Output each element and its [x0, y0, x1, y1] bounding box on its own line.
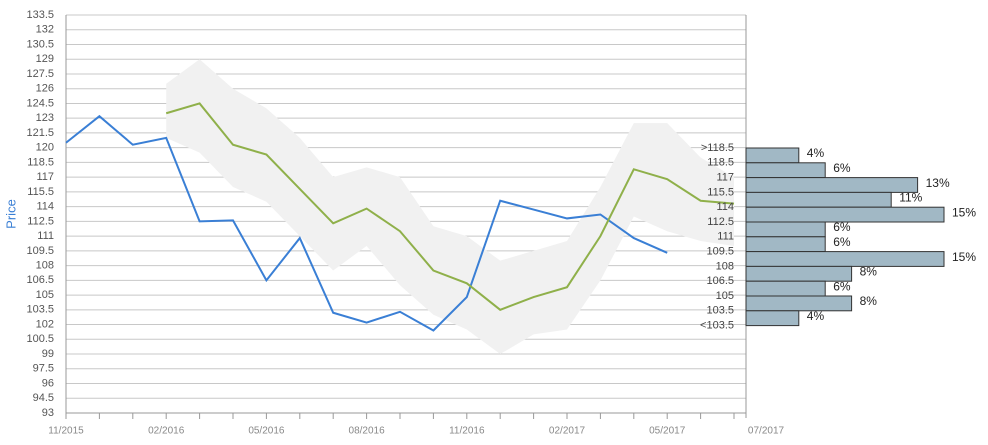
y-tick-label: 97.5 — [33, 363, 54, 375]
y-tick-label: 130.5 — [26, 38, 54, 50]
y-tick-label: 112.5 — [27, 215, 54, 227]
x-tick-label: 02/2017 — [549, 426, 586, 437]
x-tick-label: 11/2016 — [449, 426, 485, 437]
histogram-bar — [745, 191, 892, 208]
histogram-bar — [745, 206, 945, 223]
value-label: 6% — [833, 220, 851, 234]
value-label: 4% — [807, 146, 825, 160]
value-label: 13% — [926, 176, 950, 190]
bin-label: 108 — [716, 260, 734, 272]
x-tick-label: 07/2017 — [748, 426, 785, 437]
y-tick-label: 117 — [36, 171, 54, 183]
x-tick-label: 02/2016 — [148, 426, 185, 437]
bin-label: 118.5 — [707, 157, 734, 169]
bin-label: 106.5 — [706, 275, 734, 287]
y-tick-label: 133.5 — [26, 9, 54, 21]
value-label: 6% — [833, 235, 851, 249]
y-tick-label: 105 — [36, 289, 54, 301]
y-tick-label: 106.5 — [26, 274, 54, 286]
y-tick-label: 132 — [36, 24, 54, 36]
y-tick-label: 96 — [42, 377, 54, 389]
value-label: 6% — [833, 161, 851, 175]
bin-label: <103.5 — [700, 320, 734, 332]
y-tick-label: 120 — [36, 142, 54, 154]
histogram-bar — [745, 162, 826, 179]
value-label: 6% — [833, 279, 851, 293]
y-tick-label: 103.5 — [26, 304, 54, 316]
x-tick-label: 11/2015 — [48, 426, 84, 437]
bin-label: 112.5 — [707, 216, 734, 228]
x-tick-label: 05/2017 — [649, 426, 686, 437]
y-tick-label: 108 — [36, 259, 54, 271]
y-tick-label: 99 — [42, 348, 54, 360]
y-tick-label: 124.5 — [26, 97, 54, 109]
x-tick-label: 05/2016 — [248, 426, 285, 437]
y-tick-label: 102 — [36, 318, 54, 330]
value-label: 15% — [952, 250, 976, 264]
value-label: 8% — [860, 294, 878, 308]
bin-label: 111 — [717, 231, 734, 243]
value-label: 4% — [807, 309, 825, 323]
histogram-bar — [745, 310, 800, 327]
y-tick-label: 129 — [36, 53, 54, 65]
bin-label: 115.5 — [707, 186, 734, 198]
histogram-bar — [745, 236, 826, 253]
value-label: 15% — [952, 205, 976, 219]
y-tick-label: 115.5 — [27, 186, 54, 198]
histogram-bar — [745, 147, 800, 164]
y-tick-label: 100.5 — [26, 333, 54, 345]
histogram-bar — [745, 280, 826, 297]
bin-label: 117 — [716, 172, 734, 184]
bin-label: 109.5 — [706, 246, 734, 258]
y-tick-label: 94.5 — [33, 392, 54, 404]
y-tick-label: 123 — [36, 112, 54, 124]
y-tick-label: 111 — [37, 230, 54, 242]
x-tick-label: 08/2016 — [349, 426, 386, 437]
value-label: 8% — [860, 265, 878, 279]
y-tick-label: 127.5 — [26, 68, 54, 80]
price-line — [165, 102, 735, 311]
y-axis-label: Price — [3, 199, 18, 229]
bin-label: 105 — [716, 290, 734, 302]
y-tick-label: 118.5 — [27, 156, 54, 168]
histogram-bar — [745, 177, 919, 193]
price-line — [65, 114, 668, 332]
value-label: 11% — [899, 191, 922, 205]
histogram-bar — [745, 251, 945, 267]
histogram-bar — [745, 295, 853, 312]
bin-label: >118.5 — [701, 142, 734, 154]
bin-label: 103.5 — [706, 305, 734, 317]
forecast-band — [166, 59, 734, 355]
histogram-bar — [745, 221, 826, 238]
y-tick-label: 109.5 — [26, 245, 54, 257]
bin-label: 114 — [716, 201, 734, 213]
y-tick-label: 114 — [36, 201, 54, 213]
y-tick-label: 121.5 — [26, 127, 54, 139]
y-tick-label: 93 — [42, 407, 54, 419]
y-tick-label: 126 — [36, 83, 54, 95]
